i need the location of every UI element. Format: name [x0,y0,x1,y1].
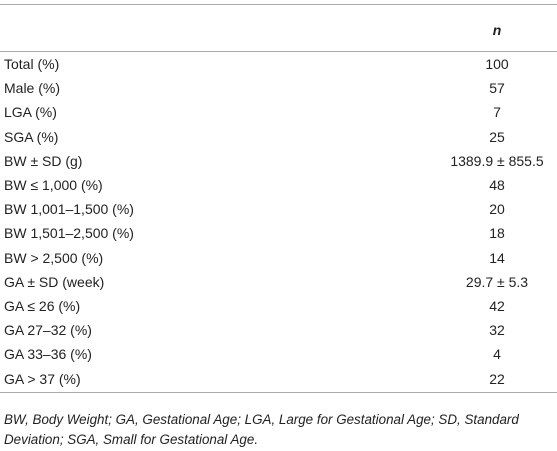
row-value: 18 [489,225,505,242]
row-label: BW ± SD (g) [4,152,83,169]
row-label: Male (%) [4,80,61,97]
bottom-rule [0,392,557,393]
row-value: 7 [493,104,501,121]
row-label: BW ≤ 1,000 (%) [4,177,103,193]
table-row: BW ± SD (g) 1389.9 ± 855.5 [0,149,557,173]
row-label: LGA (%) [4,104,57,121]
table-row: GA 27–32 (%) 32 [0,318,557,342]
row-label: BW 1,001–1,500 (%) [4,201,134,218]
row-value: 32 [489,322,505,339]
row-label: BW 1,501–2,500 (%) [4,225,134,242]
row-label: GA 33–36 (%) [4,346,92,363]
row-value: 4 [493,346,501,363]
table-row: LGA (%) 7 [0,100,557,124]
table-row: GA ± SD (week) 29.7 ± 5.3 [0,270,557,294]
table-row: GA > 37 (%) 22 [0,367,557,391]
row-label: GA 27–32 (%) [4,322,92,339]
row-value: 48 [489,177,505,193]
table-row: GA 33–36 (%) 4 [0,342,557,366]
header-rule [0,51,557,52]
row-label: GA ≤ 26 (%) [4,298,81,314]
row-label: GA ± SD (week) [4,273,105,290]
column-header: n [492,22,502,38]
table-row: BW ≤ 1,000 (%) 48 [0,173,557,197]
table-row: BW 1,001–1,500 (%) 20 [0,197,557,221]
row-value: 14 [489,249,505,266]
row-value: 42 [489,298,505,314]
table-row: GA ≤ 26 (%) 42 [0,294,557,318]
row-label: BW > 2,500 (%) [4,249,104,266]
row-value: 57 [489,80,505,97]
row-value: 22 [489,370,505,387]
row-value: 20 [489,201,505,218]
row-value: 29.7 ± 5.3 [465,273,529,290]
row-value: 100 [485,56,509,72]
row-label: Total (%) [4,56,60,72]
row-value: 25 [489,128,505,145]
row-value: 1389.9 ± 855.5 [450,152,544,169]
table-row: SGA (%) 25 [0,125,557,149]
table-row: Total (%) 100 [0,52,557,76]
table-row: BW 1,501–2,500 (%) 18 [0,221,557,245]
top-rule [0,4,557,5]
table-row: BW > 2,500 (%) 14 [0,246,557,270]
row-label: GA > 37 (%) [4,370,81,387]
table-row: Male (%) 57 [0,76,557,100]
footnote: BW, Body Weight; GA, Gestational Age; LG… [4,412,519,447]
row-label: SGA (%) [4,128,59,145]
